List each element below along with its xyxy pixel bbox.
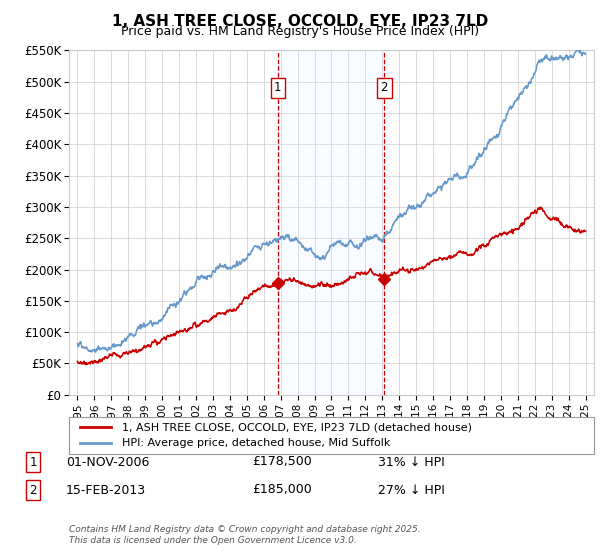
- Text: 27% ↓ HPI: 27% ↓ HPI: [378, 483, 445, 497]
- Text: Price paid vs. HM Land Registry's House Price Index (HPI): Price paid vs. HM Land Registry's House …: [121, 25, 479, 38]
- FancyBboxPatch shape: [69, 417, 594, 454]
- Text: Contains HM Land Registry data © Crown copyright and database right 2025.
This d: Contains HM Land Registry data © Crown c…: [69, 525, 421, 545]
- Text: £178,500: £178,500: [252, 455, 312, 469]
- Text: 15-FEB-2013: 15-FEB-2013: [66, 483, 146, 497]
- Text: 31% ↓ HPI: 31% ↓ HPI: [378, 455, 445, 469]
- Text: 2: 2: [380, 81, 388, 95]
- Text: 1: 1: [29, 455, 37, 469]
- Text: 2: 2: [29, 483, 37, 497]
- Text: HPI: Average price, detached house, Mid Suffolk: HPI: Average price, detached house, Mid …: [121, 438, 390, 449]
- Text: 1: 1: [274, 81, 281, 95]
- Text: 1, ASH TREE CLOSE, OCCOLD, EYE, IP23 7LD: 1, ASH TREE CLOSE, OCCOLD, EYE, IP23 7LD: [112, 14, 488, 29]
- Bar: [278, 50, 385, 395]
- Text: £185,000: £185,000: [252, 483, 312, 497]
- Text: 1, ASH TREE CLOSE, OCCOLD, EYE, IP23 7LD (detached house): 1, ASH TREE CLOSE, OCCOLD, EYE, IP23 7LD…: [121, 422, 472, 432]
- Text: 01-NOV-2006: 01-NOV-2006: [66, 455, 149, 469]
